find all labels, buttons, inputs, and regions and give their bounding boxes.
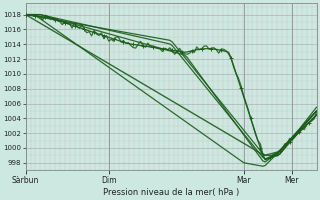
X-axis label: Pression niveau de la mer( hPa ): Pression niveau de la mer( hPa ) (103, 188, 239, 197)
